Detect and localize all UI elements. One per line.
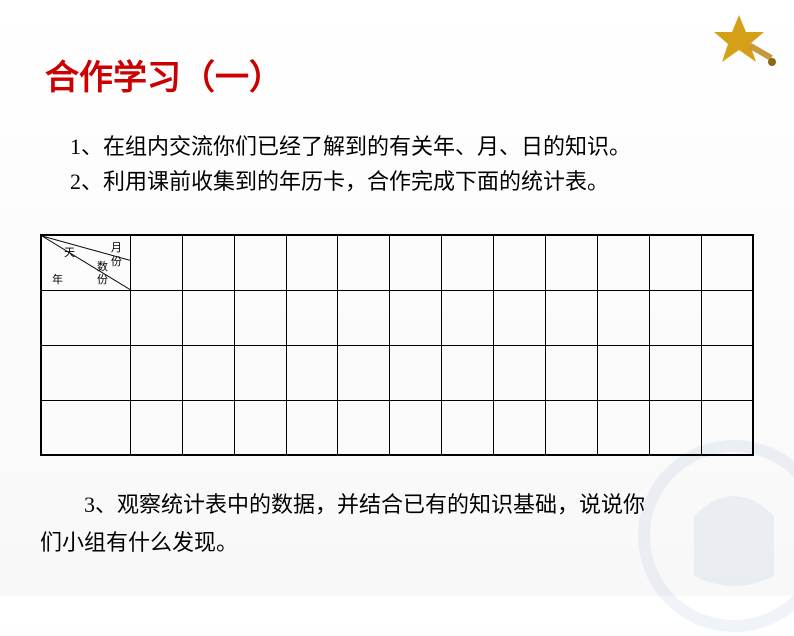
- label-nian: 年: [52, 271, 63, 287]
- table-cell: [442, 290, 494, 345]
- table-cell: [649, 345, 701, 400]
- table-cell: [597, 290, 649, 345]
- table-cell: [286, 290, 338, 345]
- table-cell: [390, 345, 442, 400]
- table-cell: [649, 290, 701, 345]
- table-cell: [390, 290, 442, 345]
- header-diagonal-cell: 天 月 份 数 年 份: [41, 235, 130, 290]
- table-cell: [545, 290, 597, 345]
- table-cell: [182, 345, 234, 400]
- table-cell: [182, 290, 234, 345]
- table-cell: [545, 345, 597, 400]
- table-cell: [338, 345, 390, 400]
- table-cell: [494, 290, 546, 345]
- table-cell: [286, 400, 338, 455]
- table-cell: [390, 400, 442, 455]
- table-cell: [494, 400, 546, 455]
- table-cell: [649, 235, 701, 290]
- table-cell: [545, 235, 597, 290]
- table-cell: [442, 235, 494, 290]
- table-cell: [130, 290, 182, 345]
- table-cell: [338, 400, 390, 455]
- watermark-icon: [634, 436, 794, 636]
- table-row: [41, 290, 753, 345]
- table-cell: [41, 345, 130, 400]
- table-cell: [338, 235, 390, 290]
- table-cell: [597, 235, 649, 290]
- table-row: [41, 400, 753, 455]
- table-cell: [182, 235, 234, 290]
- table-cell: [286, 235, 338, 290]
- table-cell: [234, 290, 286, 345]
- table-cell: [130, 400, 182, 455]
- table-cell: [494, 235, 546, 290]
- table-row: [41, 345, 753, 400]
- table-cell: [130, 345, 182, 400]
- slide-container: 合作学习（一） 1、在组内交流你们已经了解到的有关年、月、日的知识。 2、利用课…: [0, 0, 794, 596]
- table-cell: [286, 345, 338, 400]
- table-cell: [41, 400, 130, 455]
- table-cell: [597, 400, 649, 455]
- table-cell: [182, 400, 234, 455]
- instruction-line-1: 1、在组内交流你们已经了解到的有关年、月、日的知识。: [70, 129, 744, 164]
- table-cell: [41, 290, 130, 345]
- table-cell: [130, 235, 182, 290]
- table-cell: [338, 290, 390, 345]
- table-cell: [234, 345, 286, 400]
- table-cell: [597, 345, 649, 400]
- table-cell: [494, 345, 546, 400]
- label-fen2: 份: [97, 271, 108, 287]
- table-cell: [701, 235, 753, 290]
- table-cell: [390, 235, 442, 290]
- table-cell: [234, 235, 286, 290]
- table-cell: [701, 345, 753, 400]
- page-title: 合作学习（一）: [45, 50, 774, 99]
- statistics-table: 天 月 份 数 年 份: [40, 234, 754, 456]
- decoration-icon: [704, 10, 784, 80]
- table-cell: [649, 400, 701, 455]
- table-cell: [701, 290, 753, 345]
- table-row: 天 月 份 数 年 份: [41, 235, 753, 290]
- label-tian: 天: [64, 244, 75, 260]
- table-cell: [234, 400, 286, 455]
- table-cell: [545, 400, 597, 455]
- table-cell: [701, 400, 753, 455]
- table-cell: [442, 400, 494, 455]
- label-fen1: 份: [111, 253, 122, 269]
- table-cell: [442, 345, 494, 400]
- table-wrapper: 天 月 份 数 年 份: [40, 234, 754, 456]
- instruction-line-2: 2、利用课前收集到的年历卡，合作完成下面的统计表。: [70, 164, 744, 199]
